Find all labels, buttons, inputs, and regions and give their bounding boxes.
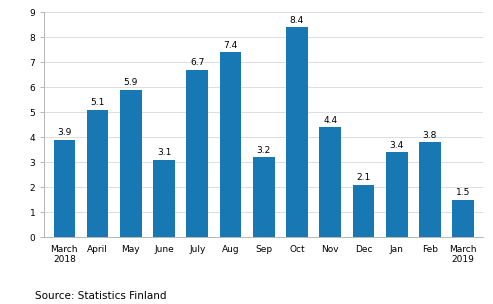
- Bar: [87, 110, 108, 237]
- Text: 6.7: 6.7: [190, 58, 205, 67]
- Text: 3.2: 3.2: [257, 146, 271, 155]
- Bar: [453, 200, 474, 237]
- Text: 5.9: 5.9: [124, 78, 138, 87]
- Bar: [253, 157, 275, 237]
- Bar: [54, 140, 75, 237]
- Text: 8.4: 8.4: [290, 16, 304, 25]
- Bar: [286, 27, 308, 237]
- Bar: [386, 152, 408, 237]
- Bar: [120, 90, 141, 237]
- Bar: [319, 127, 341, 237]
- Text: 4.4: 4.4: [323, 116, 337, 125]
- Text: 1.5: 1.5: [456, 188, 470, 197]
- Bar: [419, 142, 441, 237]
- Text: 5.1: 5.1: [90, 98, 105, 107]
- Bar: [352, 185, 374, 237]
- Text: 7.4: 7.4: [223, 41, 238, 50]
- Bar: [220, 52, 241, 237]
- Bar: [153, 160, 175, 237]
- Text: 3.1: 3.1: [157, 148, 171, 157]
- Text: 2.1: 2.1: [356, 173, 371, 182]
- Text: Source: Statistics Finland: Source: Statistics Finland: [35, 291, 166, 301]
- Text: 3.8: 3.8: [423, 131, 437, 140]
- Bar: [186, 70, 208, 237]
- Text: 3.4: 3.4: [389, 141, 404, 150]
- Text: 3.9: 3.9: [57, 128, 71, 137]
